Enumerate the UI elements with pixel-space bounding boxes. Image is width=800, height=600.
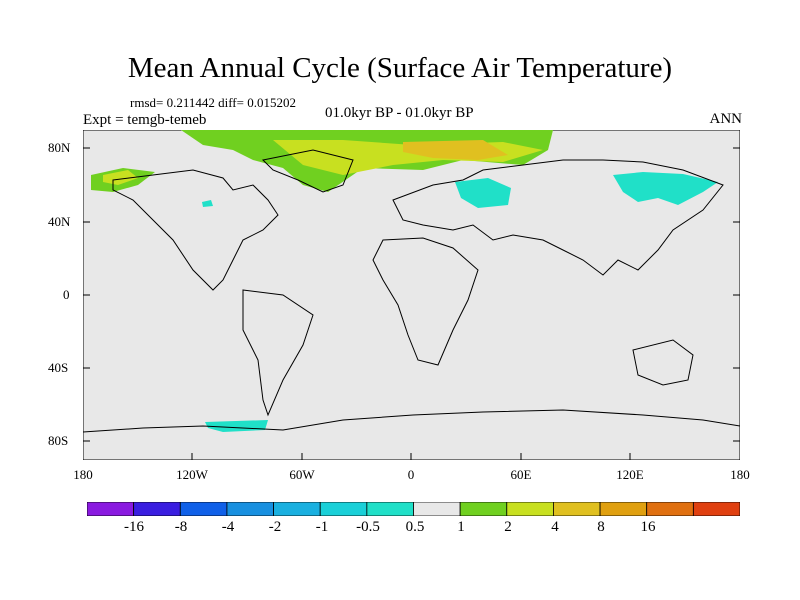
colorbar-label: 0.5 — [405, 519, 425, 535]
colorbar-swatch — [646, 502, 694, 516]
lon-label-60w: 60W — [289, 467, 315, 482]
colorbar-swatch — [179, 502, 228, 516]
period-label: 01.0kyr BP - 01.0kyr BP — [325, 105, 474, 121]
lon-label-180e: 180 — [730, 467, 750, 482]
chart-title: Mean Annual Cycle (Surface Air Temperatu… — [127, 52, 673, 84]
axis-ticks — [83, 147, 740, 460]
colorbar-swatch — [553, 502, 601, 516]
lon-label-120e: 120E — [616, 467, 644, 482]
lon-label-0: 0 — [407, 467, 415, 482]
colorbar-swatch — [692, 502, 740, 516]
colorbar-label: -4 — [221, 519, 235, 535]
colorbar-swatch — [459, 502, 508, 516]
lat-label-80n: 80N — [48, 140, 71, 155]
lon-label-60e: 60E — [510, 467, 532, 482]
colorbar-label: 8 — [597, 519, 605, 535]
lat-label-80s: 80S — [48, 433, 69, 448]
colorbar-swatch — [413, 502, 461, 516]
lon-label-180w: 180 — [73, 467, 93, 482]
coastlines — [83, 149, 740, 433]
colorbar-swatch — [366, 502, 414, 516]
colorbar-label: -2 — [268, 519, 282, 535]
colorbar-swatch — [273, 502, 321, 516]
season-label: ANN — [709, 111, 743, 127]
colorbar-swatch — [506, 502, 554, 516]
colorbar — [87, 502, 740, 516]
colorbar-swatch — [133, 502, 181, 516]
colorbar-label: 4 — [551, 519, 559, 535]
world-map — [83, 130, 740, 460]
colorbar-swatch — [87, 502, 135, 516]
colorbar-swatch — [226, 502, 274, 516]
lat-label-0: 0 — [63, 287, 70, 302]
stats-text: rmsd= 0.211442 diff= 0.015202 — [130, 95, 296, 110]
colorbar-label: 16 — [640, 519, 656, 535]
colorbar-label: 2 — [504, 519, 512, 535]
colorbar-label: 1 — [457, 519, 465, 535]
colorbar-label: -8 — [174, 519, 188, 535]
lat-label-40n: 40N — [48, 214, 71, 229]
lon-label-120w: 120W — [176, 467, 208, 482]
colorbar-label: -16 — [124, 519, 144, 535]
colorbar-label: -0.5 — [356, 519, 380, 535]
colorbar-swatch — [319, 502, 368, 516]
colorbar-swatch — [599, 502, 648, 516]
anomaly-fill — [91, 130, 718, 432]
experiment-label: Expt = temgb-temeb — [83, 112, 207, 128]
lat-label-40s: 40S — [48, 360, 69, 375]
colorbar-label: -1 — [315, 519, 329, 535]
